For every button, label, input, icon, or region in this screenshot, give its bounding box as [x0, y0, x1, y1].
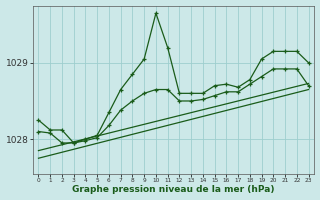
X-axis label: Graphe pression niveau de la mer (hPa): Graphe pression niveau de la mer (hPa) — [72, 185, 275, 194]
